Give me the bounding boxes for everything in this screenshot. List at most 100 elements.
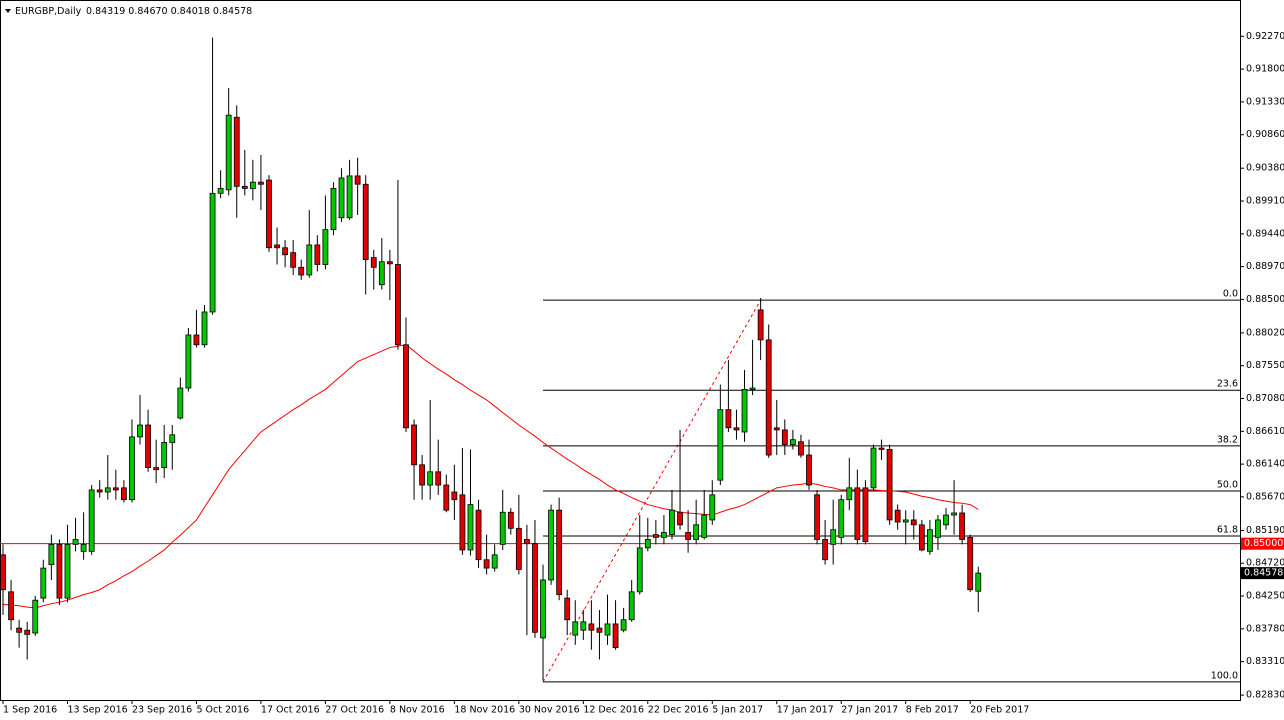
y-tick-label: 0.84720 <box>1246 558 1284 569</box>
x-tick-label: 13 Sep 2016 <box>67 705 127 716</box>
candle-body <box>16 627 23 633</box>
candle-body <box>749 387 756 390</box>
candle-body <box>370 257 377 268</box>
candle-body <box>491 554 498 569</box>
candle-body <box>604 623 611 636</box>
candle-body <box>241 185 248 189</box>
candle-body <box>419 464 426 486</box>
candle-body <box>330 188 337 231</box>
candle-body <box>217 188 224 194</box>
candle-body <box>725 409 732 429</box>
fib-label: 61.8 <box>1217 525 1238 536</box>
candle-body <box>951 512 957 516</box>
candle-body <box>499 511 506 545</box>
candle-body <box>806 454 812 486</box>
fib-label: 23.6 <box>1217 379 1238 390</box>
candle-body <box>298 266 305 276</box>
candle-body <box>628 591 635 621</box>
candle-body <box>540 579 546 639</box>
candle-body <box>8 591 14 621</box>
candle-body <box>104 487 111 493</box>
y-tick-label: 0.83310 <box>1246 656 1284 667</box>
price-line-box <box>1241 537 1284 550</box>
x-tick-label: 23 Sep 2016 <box>132 705 192 716</box>
candle-body <box>185 334 192 389</box>
candle-body <box>693 524 700 540</box>
candle-body <box>282 247 289 256</box>
candle-body <box>177 387 184 419</box>
candle-body <box>56 543 63 599</box>
candle-body <box>846 487 853 501</box>
moving-average <box>2 344 979 609</box>
candle-body <box>169 434 176 443</box>
y-tick-label: 0.90860 <box>1246 129 1284 140</box>
candle-body <box>24 629 31 635</box>
y-tick-label: 0.91800 <box>1246 64 1284 75</box>
y-tick-label: 0.85190 <box>1246 525 1284 536</box>
candle-body <box>258 181 264 185</box>
x-tick-label: 17 Oct 2016 <box>261 705 320 716</box>
candle-body <box>661 532 667 538</box>
x-tick-label: 8 Nov 2016 <box>390 705 445 716</box>
candle-body <box>757 309 764 341</box>
symbol: EURGBP,Daily <box>15 6 82 17</box>
y-tick-label: 0.85670 <box>1246 491 1284 502</box>
candle-body <box>620 619 627 631</box>
candle-body <box>822 539 829 561</box>
candle-body <box>483 559 490 569</box>
candle-body <box>636 547 643 593</box>
candle-body <box>669 509 675 535</box>
candle-body <box>346 175 353 219</box>
candle-body <box>112 487 119 491</box>
x-tick-label: 1 Sep 2016 <box>3 705 57 716</box>
x-tick-label: 5 Oct 2016 <box>196 705 249 716</box>
y-tick-label: 0.89910 <box>1246 195 1284 206</box>
candle-body <box>233 116 240 187</box>
candle-body <box>193 334 200 346</box>
candle-body <box>548 509 554 581</box>
candle-body <box>572 621 579 636</box>
candle-body <box>798 441 804 456</box>
candle-body <box>225 114 232 191</box>
y-tick-label: 0.88500 <box>1246 294 1284 305</box>
candle-body <box>959 512 966 540</box>
y-tick-label: 0.91330 <box>1246 96 1284 107</box>
candle-body <box>709 494 716 521</box>
candle-body <box>451 491 458 501</box>
candle-body <box>435 471 442 486</box>
menu-arrow[interactable] <box>5 9 11 13</box>
candle-body <box>943 514 949 526</box>
candle-body <box>685 532 691 540</box>
candle-body <box>967 536 974 591</box>
fib-label: 100.0 <box>1211 670 1238 681</box>
candle-body <box>975 572 982 592</box>
x-tick-label: 30 Nov 2016 <box>519 705 580 716</box>
candle-body <box>153 467 160 471</box>
candle-body <box>32 599 39 634</box>
x-tick-label: 27 Oct 2016 <box>325 705 384 716</box>
x-tick-label: 18 Nov 2016 <box>454 705 515 716</box>
y-tick-label: 0.89440 <box>1246 228 1284 239</box>
candle-body <box>902 519 909 523</box>
plot-frame <box>0 0 1241 701</box>
candle-body <box>306 244 313 276</box>
fib-label: 38.2 <box>1217 434 1238 445</box>
y-tick-label: 0.83780 <box>1246 623 1284 634</box>
candle-body <box>338 177 345 219</box>
candle-body <box>411 424 417 466</box>
candle-body <box>515 527 522 570</box>
candle-body <box>596 627 603 633</box>
x-tick-label: 17 Jan 2017 <box>777 705 834 716</box>
candle-body <box>781 429 788 445</box>
y-tick-label: 0.82830 <box>1246 690 1284 701</box>
x-tick-label: 12 Dec 2016 <box>583 705 644 716</box>
y-tick-label: 0.87080 <box>1246 393 1284 404</box>
candle-body <box>249 181 256 189</box>
candle-body <box>717 409 724 481</box>
candle-body <box>935 519 941 538</box>
x-tick-label: 22 Dec 2016 <box>648 705 709 716</box>
candle-body <box>701 514 708 538</box>
candle-body <box>814 494 820 540</box>
fib-label: 0.0 <box>1223 289 1238 300</box>
